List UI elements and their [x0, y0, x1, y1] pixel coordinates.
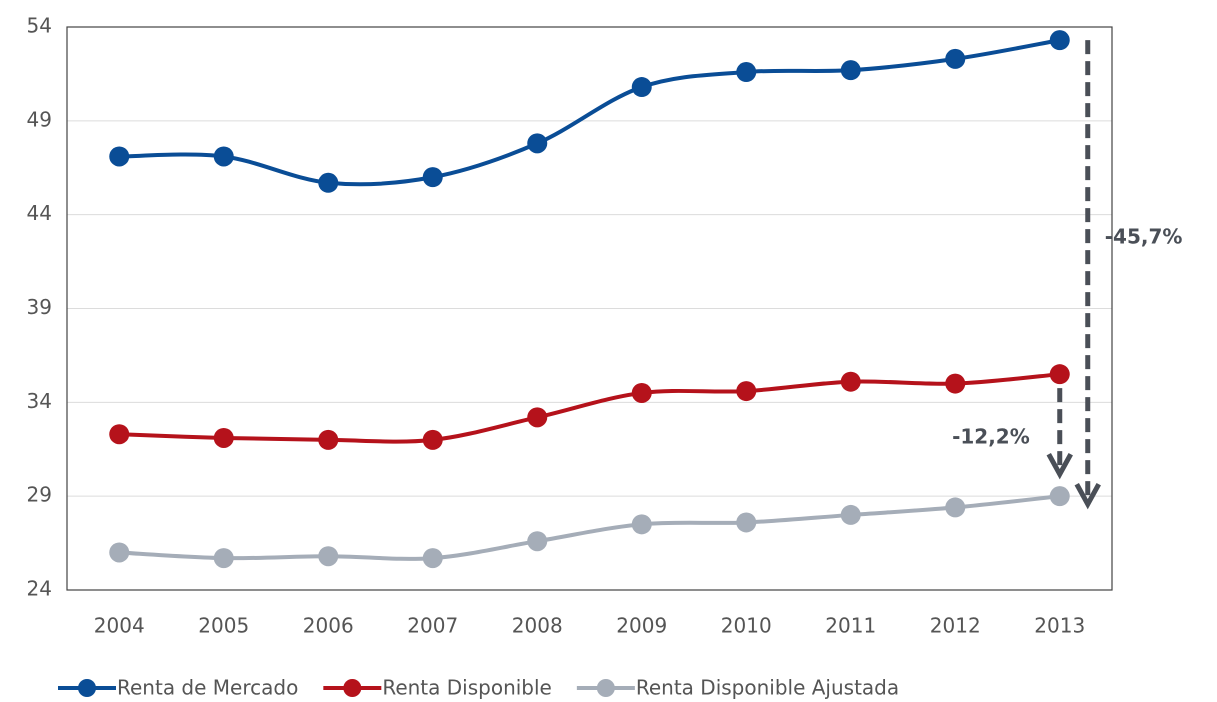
- legend-marker: [596, 679, 615, 697]
- series-line: [119, 494, 1060, 561]
- annotation: -45,7%: [1105, 225, 1183, 249]
- series-line: [119, 38, 1061, 187]
- data-point: [840, 504, 861, 525]
- data-point: [213, 146, 234, 167]
- data-point: [945, 48, 966, 69]
- data-point: [1049, 30, 1070, 51]
- legend-label: Renta Disponible Ajustada: [636, 676, 899, 700]
- data-point: [213, 427, 234, 448]
- legend-label: Renta Disponible: [382, 676, 552, 700]
- x-tick-label: 2010: [721, 614, 772, 638]
- data-point: [422, 429, 443, 450]
- y-tick-label: 24: [27, 577, 52, 601]
- x-tick-label: 2009: [616, 614, 667, 638]
- legend-marker: [343, 679, 362, 697]
- data-point: [422, 548, 443, 569]
- x-tick-label: 2006: [303, 614, 354, 638]
- x-tick-label: 2008: [512, 614, 563, 638]
- y-tick-label: 44: [27, 201, 52, 225]
- y-tick-label: 39: [27, 295, 52, 319]
- x-tick-label: 2004: [94, 614, 145, 638]
- legend-marker: [78, 679, 96, 697]
- data-point: [631, 382, 652, 403]
- data-point: [736, 512, 757, 533]
- y-tick-label: 34: [27, 389, 52, 413]
- data-point: [527, 133, 548, 154]
- data-point: [840, 60, 861, 81]
- x-tick-label: 2013: [1034, 614, 1085, 638]
- annotation: -12,2%: [952, 425, 1030, 449]
- arrow-head: [1074, 482, 1101, 510]
- y-tick-label: 49: [27, 107, 52, 131]
- data-point: [109, 424, 130, 445]
- x-tick-label: 2007: [407, 614, 458, 638]
- x-tick-label: 2011: [825, 614, 876, 638]
- y-tick-label: 29: [27, 483, 52, 507]
- data-point: [840, 371, 861, 392]
- arrow-head: [1046, 452, 1073, 480]
- data-point: [736, 62, 757, 83]
- data-point: [422, 167, 443, 188]
- data-point: [109, 542, 130, 563]
- data-point: [945, 373, 966, 394]
- data-point: [318, 429, 339, 450]
- data-point: [1049, 364, 1070, 385]
- data-point: [213, 548, 234, 569]
- y-tick-label: 54: [27, 14, 52, 38]
- data-point: [945, 497, 966, 518]
- data-point: [527, 531, 548, 552]
- x-tick-label: 2005: [198, 614, 249, 638]
- data-point: [109, 146, 130, 167]
- x-tick-label: 2012: [930, 614, 981, 638]
- data-point: [527, 407, 548, 428]
- series-line: [119, 372, 1060, 444]
- data-point: [736, 381, 757, 402]
- data-point: [631, 514, 652, 535]
- plot-frame: [66, 26, 1113, 591]
- data-point: [318, 546, 339, 567]
- legend-label: Renta de Mercado: [117, 676, 298, 700]
- data-point: [631, 77, 652, 98]
- data-point: [1049, 486, 1070, 507]
- data-point: [318, 172, 339, 193]
